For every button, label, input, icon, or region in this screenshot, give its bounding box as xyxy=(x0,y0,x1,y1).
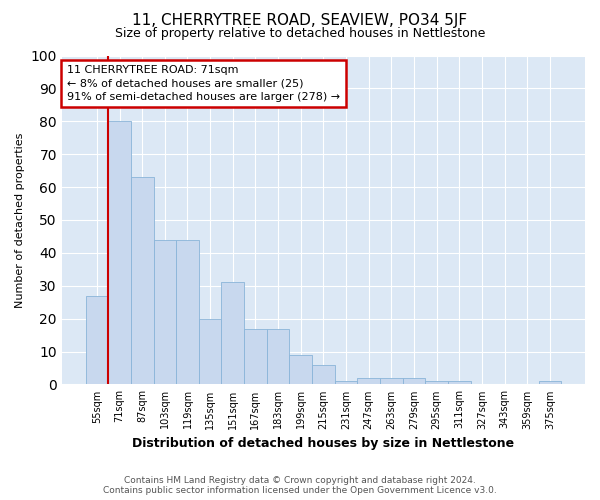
Bar xyxy=(86,296,108,384)
Bar xyxy=(358,378,380,384)
Bar xyxy=(267,328,289,384)
Bar xyxy=(244,328,267,384)
Text: 11 CHERRYTREE ROAD: 71sqm
← 8% of detached houses are smaller (25)
91% of semi-d: 11 CHERRYTREE ROAD: 71sqm ← 8% of detach… xyxy=(67,66,340,102)
Bar xyxy=(403,378,425,384)
Bar xyxy=(312,364,335,384)
Bar xyxy=(335,381,358,384)
Bar xyxy=(380,378,403,384)
X-axis label: Distribution of detached houses by size in Nettlestone: Distribution of detached houses by size … xyxy=(133,437,514,450)
Y-axis label: Number of detached properties: Number of detached properties xyxy=(15,132,25,308)
Text: Contains HM Land Registry data © Crown copyright and database right 2024.
Contai: Contains HM Land Registry data © Crown c… xyxy=(103,476,497,495)
Bar xyxy=(539,381,561,384)
Text: Size of property relative to detached houses in Nettlestone: Size of property relative to detached ho… xyxy=(115,28,485,40)
Bar xyxy=(221,282,244,384)
Text: 11, CHERRYTREE ROAD, SEAVIEW, PO34 5JF: 11, CHERRYTREE ROAD, SEAVIEW, PO34 5JF xyxy=(133,12,467,28)
Bar xyxy=(108,122,131,384)
Bar xyxy=(199,318,221,384)
Bar xyxy=(131,177,154,384)
Bar xyxy=(425,381,448,384)
Bar xyxy=(289,355,312,384)
Bar xyxy=(176,240,199,384)
Bar xyxy=(448,381,470,384)
Bar xyxy=(154,240,176,384)
